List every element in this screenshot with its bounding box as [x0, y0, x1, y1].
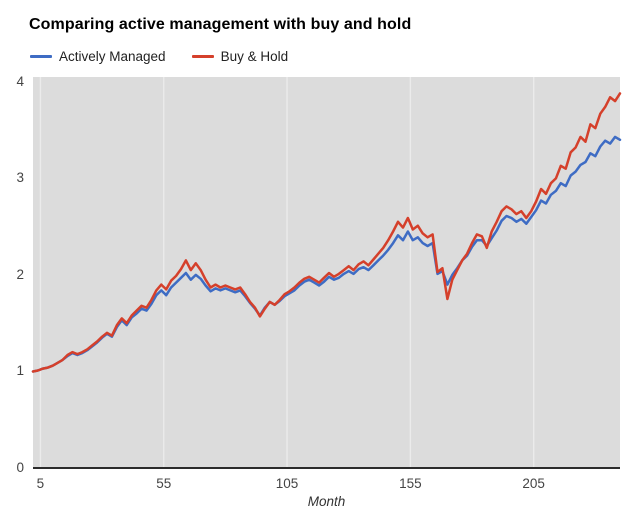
plot-background — [33, 77, 620, 468]
x-axis-title: Month — [307, 494, 346, 509]
legend-label-actively-managed: Actively Managed — [59, 49, 166, 64]
chart-legend: Actively Managed Buy & Hold — [30, 49, 288, 64]
red-line-swatch-icon — [191, 55, 214, 58]
x-tick-label: 155 — [399, 476, 422, 491]
legend-item-actively-managed: Actively Managed — [30, 49, 166, 64]
y-tick-label: 4 — [16, 73, 24, 89]
legend-label-buy-and-hold: Buy & Hold — [220, 49, 289, 64]
chart-title: Comparing active management with buy and… — [29, 16, 412, 33]
series-line-buy-hold — [31, 92, 622, 373]
y-tick-label: 2 — [16, 266, 24, 282]
blue-line-swatch-icon — [30, 55, 52, 58]
legend-item-buy-and-hold: Buy & Hold — [191, 49, 289, 64]
y-tick-label: 3 — [16, 170, 24, 186]
y-tick-label: 0 — [16, 460, 24, 475]
y-tick-label: 1 — [16, 363, 24, 379]
x-tick-label: 5 — [36, 476, 45, 491]
x-tick-label: 55 — [156, 476, 172, 491]
x-tick-label: 205 — [522, 476, 545, 491]
x-tick-label: 105 — [275, 476, 299, 491]
